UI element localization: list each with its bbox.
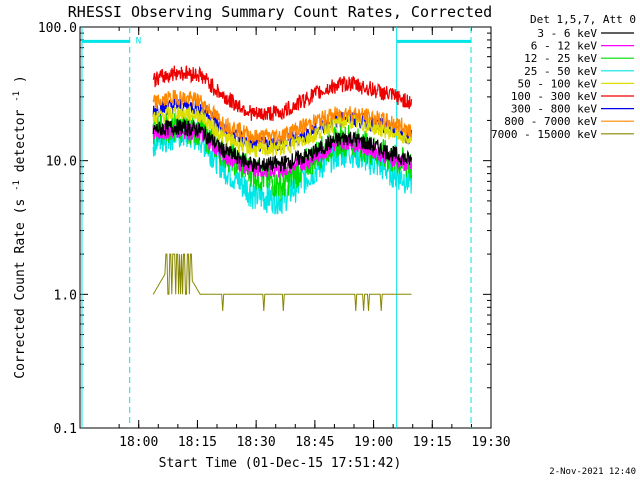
series-line (152, 253, 412, 312)
legend-label: 50 - 100 keV (518, 77, 598, 90)
legend-label: 100 - 300 keV (511, 90, 597, 103)
chart-title: RHESSI Observing Summary Count Rates, Co… (68, 3, 492, 21)
x-tick-label: 19:00 (354, 435, 393, 450)
legend-label: 12 - 25 keV (524, 52, 597, 65)
legend-label: 6 - 12 keV (531, 40, 598, 53)
y-axis-label-sup1: -1 (12, 180, 22, 191)
x-tick-label: 18:45 (295, 435, 334, 450)
x-tick-label: 19:30 (471, 435, 510, 450)
flag-label: N (136, 36, 141, 46)
y-axis-label: Corrected Count Rate (s -1 detector -1 ) (8, 75, 28, 378)
x-tick-label: 19:15 (413, 435, 452, 450)
series-line (152, 104, 412, 158)
series-line (152, 89, 413, 145)
reference-markers: N (81, 27, 472, 428)
legend-label: 800 - 7000 keV (504, 115, 597, 128)
legend-header: Det 1,5,7, Att 0 (530, 13, 636, 26)
x-axis-label: Start Time (01-Dec-15 17:51:42) (159, 456, 402, 471)
y-tick-label: 100.0 (38, 21, 77, 36)
legend-label: 3 - 6 keV (537, 27, 597, 40)
y-axis-label-mid: detector (13, 109, 28, 172)
axes: 100.0 10.0 1.0 0.1 18:00 18:15 18:30 18:45 19:00… (38, 21, 511, 450)
series-layer (152, 65, 413, 312)
y-tick-label: 10.0 (46, 155, 77, 170)
plot-frame (79, 26, 492, 429)
legend-label: 300 - 800 keV (511, 103, 597, 116)
y-axis-label-end: ) (13, 75, 28, 83)
x-tick-label: 18:30 (237, 435, 276, 450)
y-tick-label: 1.0 (54, 288, 77, 303)
legend-label: 7000 - 15000 keV (491, 128, 597, 141)
legend-label: 25 - 50 keV (524, 65, 597, 78)
y-axis-label-sup2: -1 (12, 91, 22, 102)
x-tick-label: 18:15 (178, 435, 217, 450)
date-stamp: 2-Nov-2021 12:40 (549, 467, 636, 477)
y-tick-label: 0.1 (54, 422, 77, 437)
series-line (152, 118, 413, 173)
y-axis-label-main: Corrected Count Rate (s (13, 199, 28, 379)
series-line (152, 65, 413, 122)
x-tick-label: 18:00 (119, 435, 158, 450)
